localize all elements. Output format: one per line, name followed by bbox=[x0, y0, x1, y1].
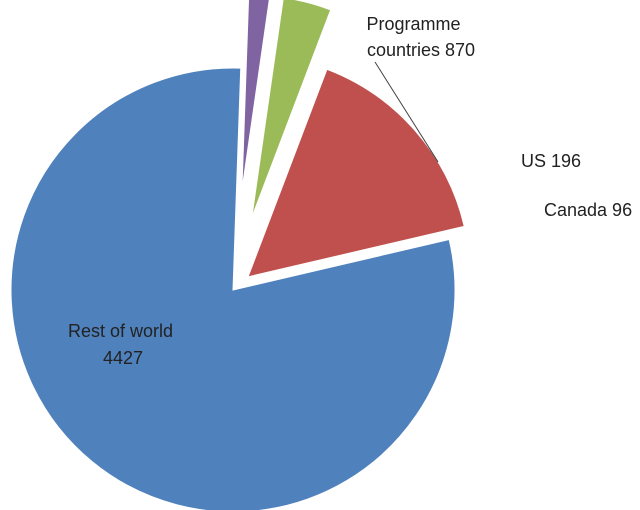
label-line: countries 870 bbox=[367, 40, 475, 60]
slice-label-programme-countries: Programme countries 870 bbox=[366, 14, 475, 60]
pie-slices bbox=[10, 0, 465, 510]
leader-lines bbox=[374, 61, 439, 163]
leader-line-programme-countries bbox=[374, 61, 439, 163]
label-line: 4427 bbox=[103, 348, 143, 368]
slice-label-us: US 196 bbox=[521, 151, 581, 171]
label-line: Programme bbox=[366, 14, 460, 34]
label-line: US 196 bbox=[521, 151, 581, 171]
slice-label-rest-of-world: Rest of world 4427 bbox=[68, 321, 178, 368]
pie-slice-programme-countries bbox=[247, 68, 465, 278]
pie-slice-rest-of-world bbox=[10, 67, 456, 510]
label-line: Rest of world bbox=[68, 321, 173, 341]
pie-slice-canada bbox=[241, 0, 270, 191]
slice-label-canada: Canada 96 bbox=[544, 200, 632, 220]
label-line: Canada 96 bbox=[544, 200, 632, 220]
pie-slice-us bbox=[251, 0, 332, 218]
